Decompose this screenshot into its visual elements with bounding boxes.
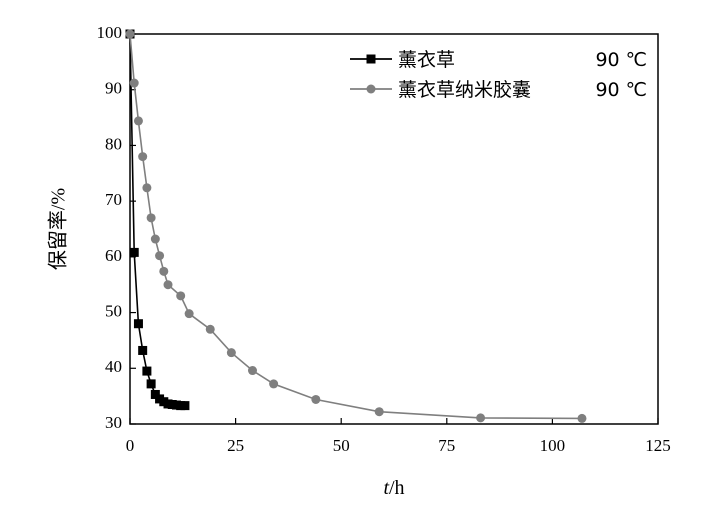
y-tick-label: 60	[105, 246, 122, 265]
legend-label-2: 薰衣草纳米胶囊	[398, 79, 531, 101]
y-tick-label: 100	[97, 23, 123, 42]
legend-marker-2	[366, 84, 376, 94]
legend-item-1: 薰衣草 90 ℃	[350, 49, 647, 71]
x-tick-label: 25	[227, 436, 244, 455]
legend-temp-1: 90 ℃	[595, 49, 647, 71]
y-tick-label: 70	[105, 190, 122, 209]
x-axis-title-italic: t	[383, 477, 389, 499]
series-1-point	[138, 345, 148, 355]
legend-marker-1	[366, 54, 376, 64]
x-tick-label: 0	[126, 436, 135, 455]
legend-item-2: 薰衣草纳米胶囊 90 ℃	[350, 79, 647, 101]
series-2-point	[247, 366, 257, 376]
x-tick-label: 100	[540, 436, 566, 455]
series-1-point	[180, 401, 190, 411]
series-2-point	[142, 183, 152, 193]
x-tick-label: 50	[333, 436, 350, 455]
series-1-point	[129, 247, 139, 257]
series-2-point	[133, 116, 143, 126]
series-2-point	[129, 78, 139, 88]
y-tick-label: 30	[105, 413, 122, 432]
series-2-point	[159, 266, 169, 276]
legend-label-1: 薰衣草	[398, 49, 455, 71]
y-tick-label: 90	[105, 79, 122, 98]
series-2-point	[226, 348, 236, 358]
x-axis-title-unit: /h	[389, 477, 405, 499]
series-2-point	[184, 309, 194, 319]
series-2-point	[155, 251, 165, 261]
series-layer	[125, 29, 587, 423]
legend: 薰衣草 90 ℃ 薰衣草纳米胶囊 90 ℃	[350, 49, 647, 101]
series-2-point	[374, 407, 384, 417]
series-line-2	[129, 33, 583, 420]
y-axis-title: 保留率/%	[47, 188, 70, 270]
series-2-point	[163, 280, 173, 290]
x-axis-ticks: 0 25 50 75 100 125	[126, 418, 671, 455]
series-2-point	[146, 213, 156, 223]
plot-frame	[129, 33, 659, 425]
y-tick-label: 50	[105, 301, 122, 320]
series-2-point	[125, 29, 135, 39]
series-2-point	[476, 413, 486, 423]
series-2-point	[150, 234, 160, 244]
x-tick-label: 125	[645, 436, 671, 455]
series-1-point	[146, 379, 156, 389]
series-2-point	[311, 394, 321, 404]
series-2-point	[138, 152, 148, 162]
x-axis-title: t/h	[383, 477, 404, 499]
series-2-point	[205, 324, 215, 334]
legend-temp-2: 90 ℃	[595, 79, 647, 101]
series-2-point	[269, 379, 279, 389]
y-axis-ticks: 30 40 50 60 70 80 90 100	[97, 23, 136, 432]
series-1-point	[142, 366, 152, 376]
y-tick-label: 40	[105, 357, 122, 376]
series-1-point	[133, 319, 143, 329]
series-2-point	[577, 413, 587, 423]
y-tick-label: 80	[105, 134, 122, 153]
x-tick-label: 75	[438, 436, 455, 455]
series-2-point	[176, 291, 186, 301]
